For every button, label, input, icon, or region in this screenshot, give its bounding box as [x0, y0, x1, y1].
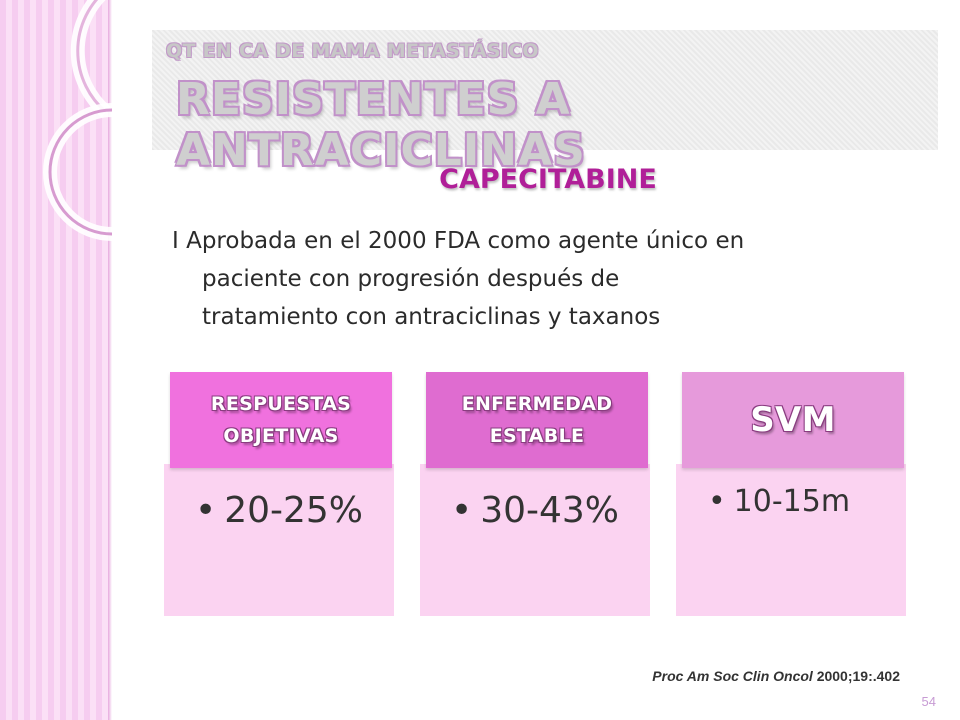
body-line: tratamiento con antraciclinas y taxanos — [202, 304, 661, 330]
card-respuestas-objetivas: RESPUESTAS OBJETIVAS • 20-25% — [164, 372, 394, 616]
body-paragraph: I Aprobada en el 2000 FDA como agente ún… — [172, 222, 792, 336]
body-line: paciente con progresión después de — [202, 266, 620, 292]
card-value: • 10-15m — [676, 484, 906, 519]
slide-pre-title: QT EN CA DE MAMA METASTÁSICO — [166, 40, 539, 62]
card-value: • 20-25% — [164, 490, 394, 531]
bullet-icon: • — [194, 490, 217, 531]
card-header: ENFERMEDAD ESTABLE — [426, 372, 648, 468]
card-header-line: ENFERMEDAD — [461, 393, 613, 415]
citation: Proc Am Soc Clin Oncol 2000;19:.402 — [652, 668, 900, 684]
card-header: RESPUESTAS OBJETIVAS — [170, 372, 392, 468]
card-header-line: ESTABLE — [489, 425, 585, 447]
title-band — [152, 30, 938, 150]
decorative-rings — [43, 0, 113, 241]
card-value-text: 30-43% — [480, 490, 620, 531]
card-svm: SVM • 10-15m — [676, 372, 906, 616]
citation-details: 2000;19:.402 — [812, 668, 900, 684]
card-header-line: OBJETIVAS — [223, 425, 339, 447]
page-number: 54 — [921, 694, 936, 709]
card-value-text: 20-25% — [224, 490, 364, 531]
card-value-text: 10-15m — [733, 484, 851, 519]
body-line: I Aprobada en el 2000 FDA como agente ún… — [172, 228, 745, 254]
slide-subtitle: CAPECITABINE — [439, 164, 657, 195]
card-header-line: SVM — [750, 400, 836, 440]
card-value: • 30-43% — [420, 490, 650, 531]
bullet-icon: • — [450, 490, 473, 531]
card-body — [420, 464, 650, 616]
left-band-edge — [108, 0, 112, 720]
card-body — [676, 464, 906, 616]
card-body — [164, 464, 394, 616]
card-header: SVM — [682, 372, 904, 468]
bullet-icon: • — [707, 484, 726, 519]
card-enfermedad-estable: ENFERMEDAD ESTABLE • 30-43% — [420, 372, 650, 616]
citation-journal: Proc Am Soc Clin Oncol — [652, 668, 813, 684]
card-header-line: RESPUESTAS — [210, 393, 352, 415]
slide-title: RESISTENTES A ANTRACICLINAS — [176, 74, 586, 176]
